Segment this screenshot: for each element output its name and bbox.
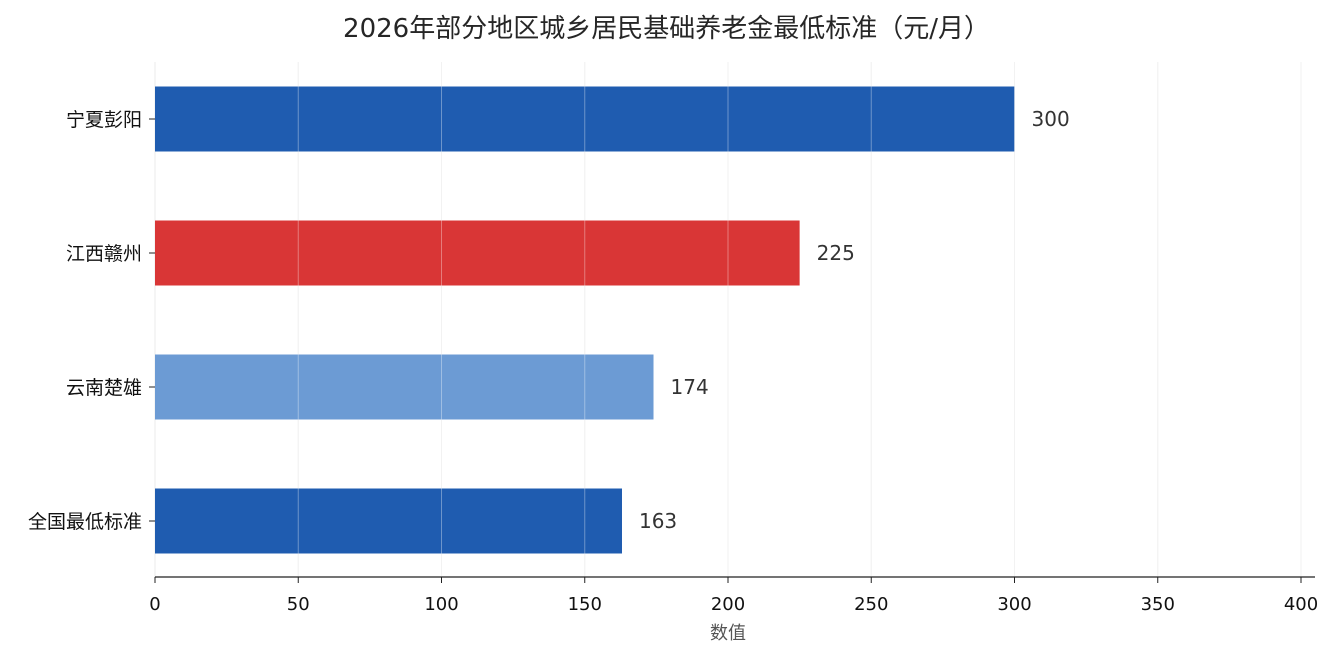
x-tick-label-7: 350	[1141, 594, 1175, 615]
x-tick-label-1: 50	[287, 594, 310, 615]
x-tick-label-4: 200	[711, 594, 745, 615]
bar-3	[155, 488, 622, 554]
value-label-2: 174	[671, 375, 709, 399]
bar-overlay-grid-lines	[297, 62, 1302, 577]
x-tick-label-5: 250	[854, 594, 888, 615]
value-label-3: 163	[639, 509, 677, 533]
x-axis-title: 数值	[710, 623, 746, 644]
x-tick-label-3: 150	[568, 594, 602, 615]
bar-1	[155, 220, 800, 286]
category-label-3: 全国最低标准	[28, 511, 142, 533]
axes	[149, 118, 1315, 583]
x-tick-label-8: 400	[1284, 594, 1318, 615]
bar-2	[155, 354, 654, 420]
chart-title: 2026年部分地区城乡居民基础养老金最低标准（元/月）	[343, 14, 990, 44]
bars	[155, 86, 1015, 554]
value-label-1: 225	[817, 241, 855, 265]
category-label-2: 云南楚雄	[66, 377, 142, 399]
x-tick-label-2: 100	[424, 594, 458, 615]
labels: 0 50 100 150 200 250 300 350 400 宁夏彭阳 300 江西赣州 225 云南…	[28, 107, 1318, 644]
x-tick-label-0: 0	[149, 594, 160, 615]
value-label-0: 300	[1032, 107, 1070, 131]
bar-0	[155, 86, 1015, 152]
x-tick-label-6: 300	[997, 594, 1031, 615]
category-label-0: 宁夏彭阳	[66, 109, 142, 131]
category-label-1: 江西赣州	[66, 243, 142, 265]
